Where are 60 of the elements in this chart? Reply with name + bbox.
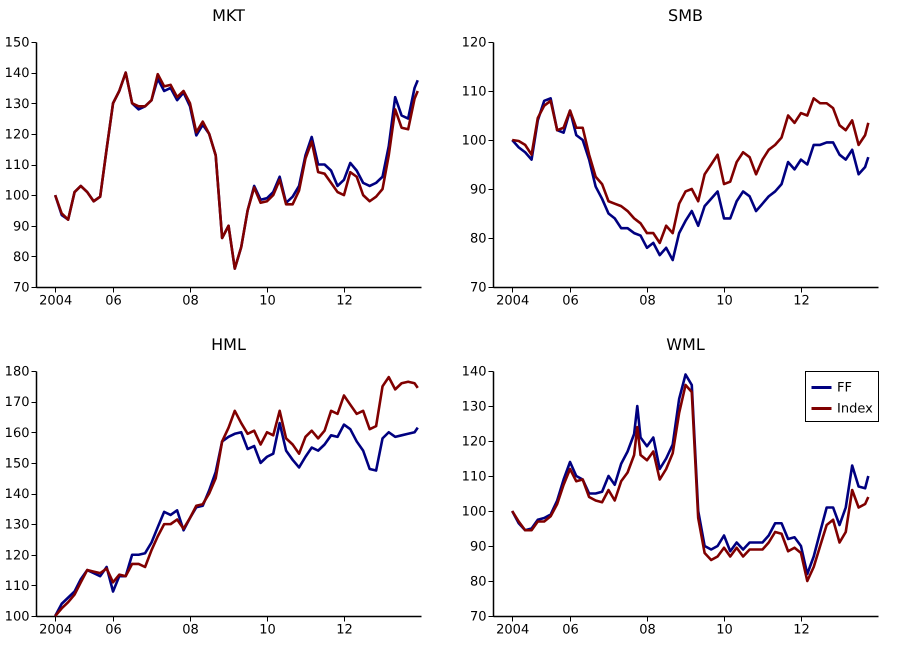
y-tick-label: 130 — [4, 96, 30, 112]
x-tick-label: 10 — [716, 294, 733, 308]
x-tick-label: 10 — [716, 622, 733, 638]
x-tick-label: 06 — [562, 622, 579, 638]
y-tick-label: 90 — [470, 540, 486, 554]
chart-title: WML — [666, 335, 705, 354]
x-tick-label: 08 — [639, 622, 656, 638]
y-tick-label: 80 — [12, 250, 30, 265]
x-tick-label: 2004 — [39, 294, 72, 308]
y-tick-label: 100 — [462, 504, 486, 520]
y-tick-label: 120 — [462, 36, 486, 50]
legend-label: FF — [837, 380, 852, 396]
chart-title: HML — [211, 335, 246, 354]
legend-label: Index — [837, 402, 874, 416]
y-tick-label: 70 — [12, 280, 30, 296]
y-tick-label: 140 — [4, 66, 30, 82]
y-tick-label: 180 — [4, 364, 30, 380]
x-tick-label: 2004 — [39, 622, 72, 638]
y-tick-label: 120 — [462, 434, 486, 450]
y-tick-label: 120 — [4, 127, 30, 142]
x-tick-label: 06 — [105, 294, 122, 308]
y-tick-label: 140 — [4, 487, 30, 502]
x-tick-label: 10 — [259, 294, 276, 308]
x-tick-label: 2004 — [496, 622, 530, 638]
line-series — [54, 376, 420, 618]
x-tick-label: 2004 — [496, 294, 530, 308]
y-tick-label: 70 — [470, 280, 486, 296]
y-tick-label: 150 — [4, 36, 30, 50]
y-tick-label: 110 — [4, 158, 30, 173]
x-tick-label: 12 — [336, 622, 353, 638]
y-tick-label: 110 — [4, 578, 30, 594]
y-tick-label: 100 — [462, 134, 486, 148]
y-tick-label: 170 — [4, 395, 30, 410]
y-tick-label: 110 — [462, 84, 486, 100]
line-series — [54, 71, 420, 270]
y-tick-label: 120 — [4, 548, 30, 564]
x-tick-label: 08 — [182, 622, 199, 638]
y-tick-label: 130 — [4, 518, 30, 533]
x-tick-label: 08 — [182, 294, 199, 308]
x-tick-label: 06 — [562, 294, 579, 308]
x-tick-label: 08 — [639, 294, 656, 308]
y-tick-label: 110 — [462, 470, 486, 484]
x-tick-label: 06 — [105, 622, 122, 638]
y-tick-label: 130 — [462, 400, 486, 414]
x-tick-label: 12 — [793, 294, 810, 308]
y-tick-label: 100 — [4, 188, 30, 204]
y-tick-label: 140 — [462, 364, 486, 380]
y-tick-label: 150 — [4, 456, 30, 472]
y-tick-label: 100 — [4, 610, 30, 624]
x-tick-label: 12 — [336, 294, 353, 308]
x-tick-label: 10 — [259, 622, 276, 638]
y-tick-label: 80 — [470, 574, 486, 590]
y-tick-label: 90 — [470, 182, 486, 198]
x-tick-label: 12 — [793, 622, 810, 638]
chart-title: MKT — [212, 6, 246, 25]
y-tick-label: 90 — [12, 219, 30, 234]
chart-title: SMB — [668, 6, 703, 25]
y-tick-label: 70 — [470, 610, 486, 624]
y-tick-label: 160 — [4, 426, 30, 441]
y-tick-label: 80 — [470, 232, 486, 246]
